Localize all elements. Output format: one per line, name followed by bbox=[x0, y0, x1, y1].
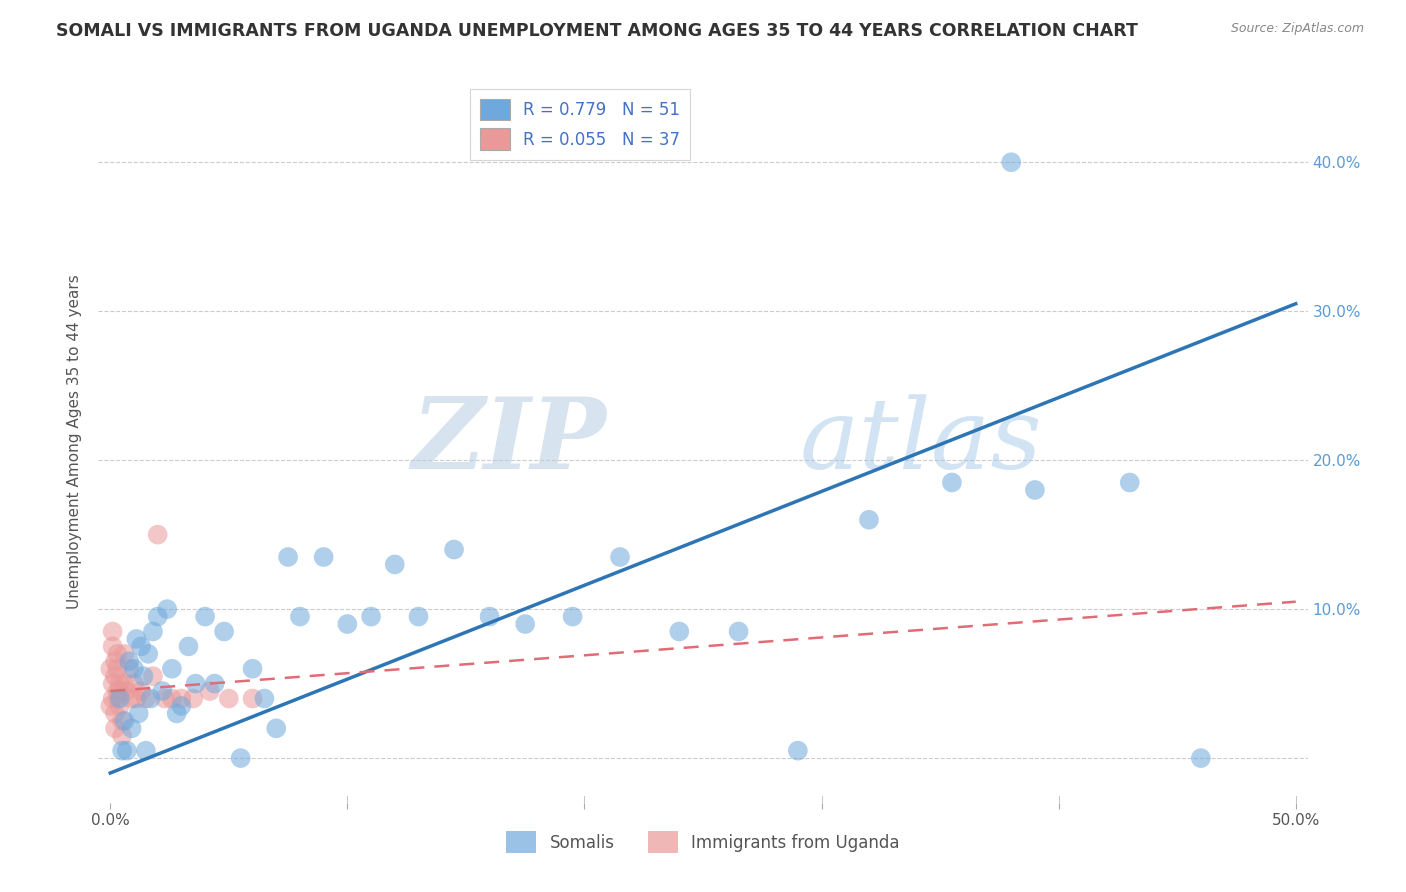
Point bbox=[1189, 751, 1212, 765]
Point bbox=[204, 676, 226, 690]
Point bbox=[142, 669, 165, 683]
Point bbox=[786, 744, 808, 758]
Point bbox=[288, 609, 311, 624]
Point bbox=[170, 698, 193, 713]
Point bbox=[253, 691, 276, 706]
Point bbox=[135, 744, 157, 758]
Point bbox=[111, 714, 134, 728]
Point bbox=[108, 691, 131, 706]
Point bbox=[858, 513, 880, 527]
Legend: Somalis, Immigrants from Uganda: Somalis, Immigrants from Uganda bbox=[499, 825, 907, 860]
Point bbox=[609, 549, 631, 564]
Point bbox=[166, 706, 188, 721]
Point bbox=[360, 609, 382, 624]
Point bbox=[160, 691, 183, 706]
Point bbox=[118, 662, 141, 676]
Point bbox=[132, 669, 155, 683]
Point bbox=[312, 549, 335, 564]
Point bbox=[115, 684, 138, 698]
Point bbox=[242, 662, 264, 676]
Point bbox=[98, 662, 121, 676]
Text: ZIP: ZIP bbox=[412, 393, 606, 490]
Point bbox=[114, 676, 136, 690]
Point bbox=[1024, 483, 1046, 497]
Point bbox=[153, 691, 176, 706]
Point bbox=[114, 647, 136, 661]
Point bbox=[264, 721, 287, 735]
Point bbox=[129, 640, 152, 654]
Point bbox=[561, 609, 583, 624]
Point bbox=[122, 676, 145, 690]
Point bbox=[105, 647, 128, 661]
Point bbox=[135, 691, 157, 706]
Point bbox=[98, 698, 121, 713]
Point bbox=[727, 624, 749, 639]
Text: atlas: atlas bbox=[800, 394, 1042, 489]
Point bbox=[142, 624, 165, 639]
Point bbox=[156, 602, 179, 616]
Point bbox=[194, 609, 217, 624]
Point bbox=[118, 654, 141, 668]
Point bbox=[198, 684, 221, 698]
Point bbox=[105, 662, 128, 676]
Point bbox=[101, 640, 124, 654]
Point bbox=[408, 609, 430, 624]
Point bbox=[108, 698, 131, 713]
Point bbox=[184, 676, 207, 690]
Point bbox=[108, 684, 131, 698]
Point bbox=[242, 691, 264, 706]
Text: Source: ZipAtlas.com: Source: ZipAtlas.com bbox=[1230, 22, 1364, 36]
Point bbox=[146, 609, 169, 624]
Point bbox=[229, 751, 252, 765]
Point bbox=[152, 684, 174, 698]
Point bbox=[104, 706, 127, 721]
Point bbox=[212, 624, 235, 639]
Point bbox=[1119, 475, 1142, 490]
Point bbox=[668, 624, 690, 639]
Point bbox=[128, 706, 150, 721]
Point bbox=[105, 691, 128, 706]
Point bbox=[139, 691, 162, 706]
Point bbox=[146, 527, 169, 541]
Point bbox=[104, 654, 127, 668]
Point bbox=[443, 542, 465, 557]
Point bbox=[384, 558, 406, 572]
Point bbox=[101, 691, 124, 706]
Point bbox=[105, 684, 128, 698]
Y-axis label: Unemployment Among Ages 35 to 44 years: Unemployment Among Ages 35 to 44 years bbox=[67, 274, 83, 609]
Point bbox=[121, 721, 143, 735]
Point bbox=[111, 729, 134, 743]
Point bbox=[160, 662, 183, 676]
Point bbox=[941, 475, 963, 490]
Point bbox=[136, 647, 159, 661]
Point bbox=[125, 691, 148, 706]
Point bbox=[170, 691, 193, 706]
Point bbox=[125, 632, 148, 646]
Point bbox=[122, 662, 145, 676]
Point bbox=[101, 624, 124, 639]
Point bbox=[1000, 155, 1022, 169]
Point bbox=[218, 691, 240, 706]
Point bbox=[181, 691, 204, 706]
Point bbox=[104, 721, 127, 735]
Point bbox=[104, 669, 127, 683]
Point bbox=[478, 609, 501, 624]
Point bbox=[108, 676, 131, 690]
Point bbox=[115, 744, 138, 758]
Point bbox=[336, 617, 359, 632]
Point bbox=[114, 714, 136, 728]
Point bbox=[111, 744, 134, 758]
Point bbox=[177, 640, 200, 654]
Point bbox=[515, 617, 537, 632]
Point bbox=[277, 549, 299, 564]
Point bbox=[101, 676, 124, 690]
Text: SOMALI VS IMMIGRANTS FROM UGANDA UNEMPLOYMENT AMONG AGES 35 TO 44 YEARS CORRELAT: SOMALI VS IMMIGRANTS FROM UGANDA UNEMPLO… bbox=[56, 22, 1137, 40]
Point bbox=[129, 684, 152, 698]
Point bbox=[121, 691, 143, 706]
